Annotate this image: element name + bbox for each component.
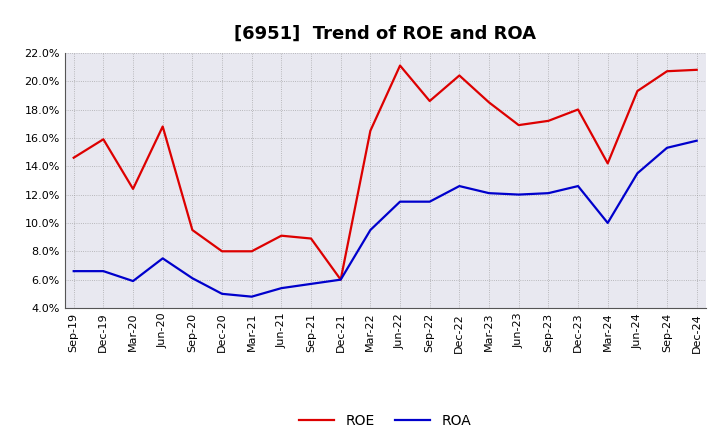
ROA — [485, 191, 493, 196]
ROE — [336, 277, 345, 282]
ROA — [396, 199, 405, 204]
ROA — [693, 138, 701, 143]
ROA — [544, 191, 553, 196]
ROE — [455, 73, 464, 78]
Title: [6951]  Trend of ROE and ROA: [6951] Trend of ROE and ROA — [234, 25, 536, 43]
ROE — [633, 88, 642, 94]
ROE — [99, 137, 108, 142]
ROE — [217, 249, 226, 254]
Line: ROA: ROA — [73, 141, 697, 297]
ROE — [426, 99, 434, 104]
ROE — [662, 69, 671, 74]
ROA — [366, 227, 374, 233]
ROA — [662, 145, 671, 150]
ROA — [574, 183, 582, 189]
ROE — [485, 100, 493, 105]
ROA — [188, 275, 197, 281]
ROA — [217, 291, 226, 297]
ROA — [633, 171, 642, 176]
ROE — [158, 124, 167, 129]
ROE — [693, 67, 701, 73]
ROA — [514, 192, 523, 197]
ROE — [603, 161, 612, 166]
ROE — [514, 122, 523, 128]
ROA — [603, 220, 612, 226]
ROE — [188, 227, 197, 233]
ROE — [277, 233, 286, 238]
ROE — [129, 186, 138, 191]
ROE — [248, 249, 256, 254]
ROA — [99, 268, 108, 274]
ROE — [396, 63, 405, 68]
ROA — [336, 277, 345, 282]
ROE — [307, 236, 315, 241]
ROE — [69, 155, 78, 160]
ROE — [544, 118, 553, 124]
ROE — [574, 107, 582, 112]
ROA — [455, 183, 464, 189]
ROA — [248, 294, 256, 299]
ROE — [366, 128, 374, 133]
ROA — [307, 281, 315, 286]
ROA — [158, 256, 167, 261]
ROA — [129, 279, 138, 284]
ROA — [426, 199, 434, 204]
ROA — [69, 268, 78, 274]
Line: ROE: ROE — [73, 66, 697, 280]
Legend: ROE, ROA: ROE, ROA — [294, 409, 477, 434]
ROA — [277, 286, 286, 291]
